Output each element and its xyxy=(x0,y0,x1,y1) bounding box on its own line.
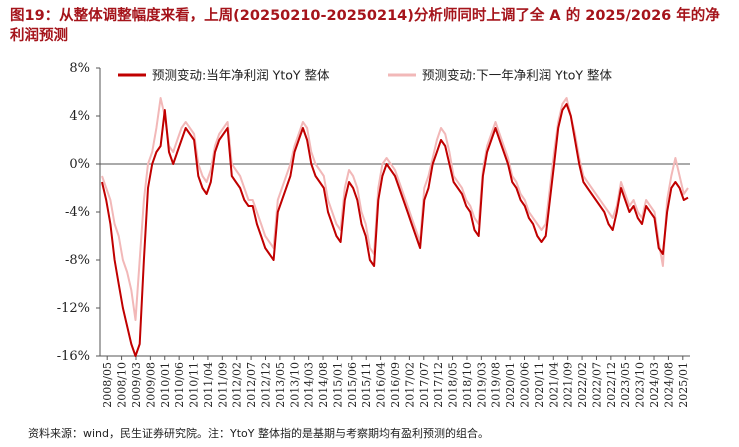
x-tick-label: 2020/11 xyxy=(533,362,546,408)
x-tick-label: 2020/01 xyxy=(504,362,517,408)
x-tick-label: 2012/07 xyxy=(245,362,258,408)
x-tick-label: 2017/07 xyxy=(418,362,431,408)
x-tick-label: 2023/10 xyxy=(634,362,647,408)
x-tick-label: 2017/12 xyxy=(432,362,445,408)
y-tick-label: 8% xyxy=(69,61,90,76)
series-line-1 xyxy=(101,103,689,357)
chart-axes xyxy=(99,68,690,357)
x-tick-label: 2018/10 xyxy=(461,362,474,408)
legend-label-2: 预测变动:下一年净利润 YtoY 整体 xyxy=(422,68,612,83)
x-tick-label: 2012/12 xyxy=(259,362,272,408)
x-tick-label: 2014/08 xyxy=(317,362,330,408)
y-tick-label: -12% xyxy=(57,301,90,316)
x-tick-label: 2009/03 xyxy=(130,362,143,408)
x-tick-label: 2008/10 xyxy=(116,362,129,408)
legend: 预测变动:当年净利润 YtoY 整体 预测变动:下一年净利润 YtoY 整体 xyxy=(118,68,612,83)
x-tick-label: 2011/09 xyxy=(216,362,229,408)
x-tick-label: 2019/03 xyxy=(475,362,488,408)
plot-lines xyxy=(101,97,689,357)
x-tick-label: 2011/04 xyxy=(202,362,215,408)
x-tick-label: 2012/02 xyxy=(231,362,244,408)
x-tick-label: 2010/06 xyxy=(173,362,186,408)
x-tick-label: 2024/08 xyxy=(662,362,675,408)
x-tick-label: 2010/11 xyxy=(188,362,201,408)
x-tick-label: 2020/06 xyxy=(519,362,532,408)
chart-title: 图19：从整体调整幅度来看，上周(20250210-20250214)分析师同时… xyxy=(10,8,720,44)
x-tick-label: 2025/01 xyxy=(677,362,690,408)
x-tick-label: 2021/04 xyxy=(547,362,560,408)
x-tick-label: 2024/03 xyxy=(648,362,661,408)
x-tick-label: 2010/01 xyxy=(159,362,172,408)
y-tick-label: -16% xyxy=(57,349,90,364)
x-tick-label: 2021/09 xyxy=(562,362,575,408)
y-tick-label: -4% xyxy=(65,205,90,220)
x-tick-label: 2023/05 xyxy=(619,362,632,408)
series-line-2 xyxy=(101,97,689,321)
x-tick-label: 2015/06 xyxy=(346,362,359,408)
x-tick-label: 2009/08 xyxy=(144,362,157,408)
source-note: 资料来源：wind，民生证券研究院。注：YtoY 整体指的是基期与考察期均有盈利… xyxy=(28,427,489,440)
y-axis: 8% 4% 0% -4% -8% -12% -16% xyxy=(57,61,100,364)
x-tick-label: 2022/02 xyxy=(576,362,589,408)
x-tick-label: 2018/05 xyxy=(447,362,460,408)
x-tick-label: 2015/11 xyxy=(360,362,373,408)
x-tick-label: 2017/02 xyxy=(403,362,416,408)
x-tick-label: 2013/10 xyxy=(288,362,301,408)
x-tick-label: 2013/05 xyxy=(274,362,287,408)
x-tick-label: 2015/01 xyxy=(331,362,344,408)
x-axis: 2008/05 2008/10 2009/03 2009/08 2010/01 2010/… xyxy=(101,356,690,408)
x-tick-label: 2022/07 xyxy=(590,362,603,408)
y-tick-label: -8% xyxy=(65,253,90,268)
x-tick-label: 2008/05 xyxy=(101,362,114,408)
y-tick-label: 0% xyxy=(69,157,90,172)
x-tick-label: 2014/03 xyxy=(303,362,316,408)
x-tick-label: 2022/12 xyxy=(605,362,618,408)
legend-label-1: 预测变动:当年净利润 YtoY 整体 xyxy=(152,68,330,83)
x-tick-label: 2016/04 xyxy=(375,362,388,408)
x-tick-label: 2019/08 xyxy=(490,362,503,408)
y-tick-label: 4% xyxy=(69,109,90,124)
x-tick-label: 2016/09 xyxy=(389,362,402,408)
